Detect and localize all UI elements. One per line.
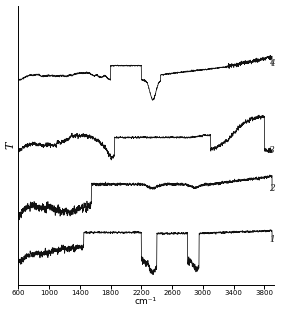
Text: 2: 2 xyxy=(269,184,275,193)
Text: 1: 1 xyxy=(269,235,275,244)
X-axis label: cm⁻¹: cm⁻¹ xyxy=(135,297,157,306)
Text: 4: 4 xyxy=(269,59,275,68)
Text: 3: 3 xyxy=(269,145,275,154)
Y-axis label: T: T xyxy=(6,141,15,149)
